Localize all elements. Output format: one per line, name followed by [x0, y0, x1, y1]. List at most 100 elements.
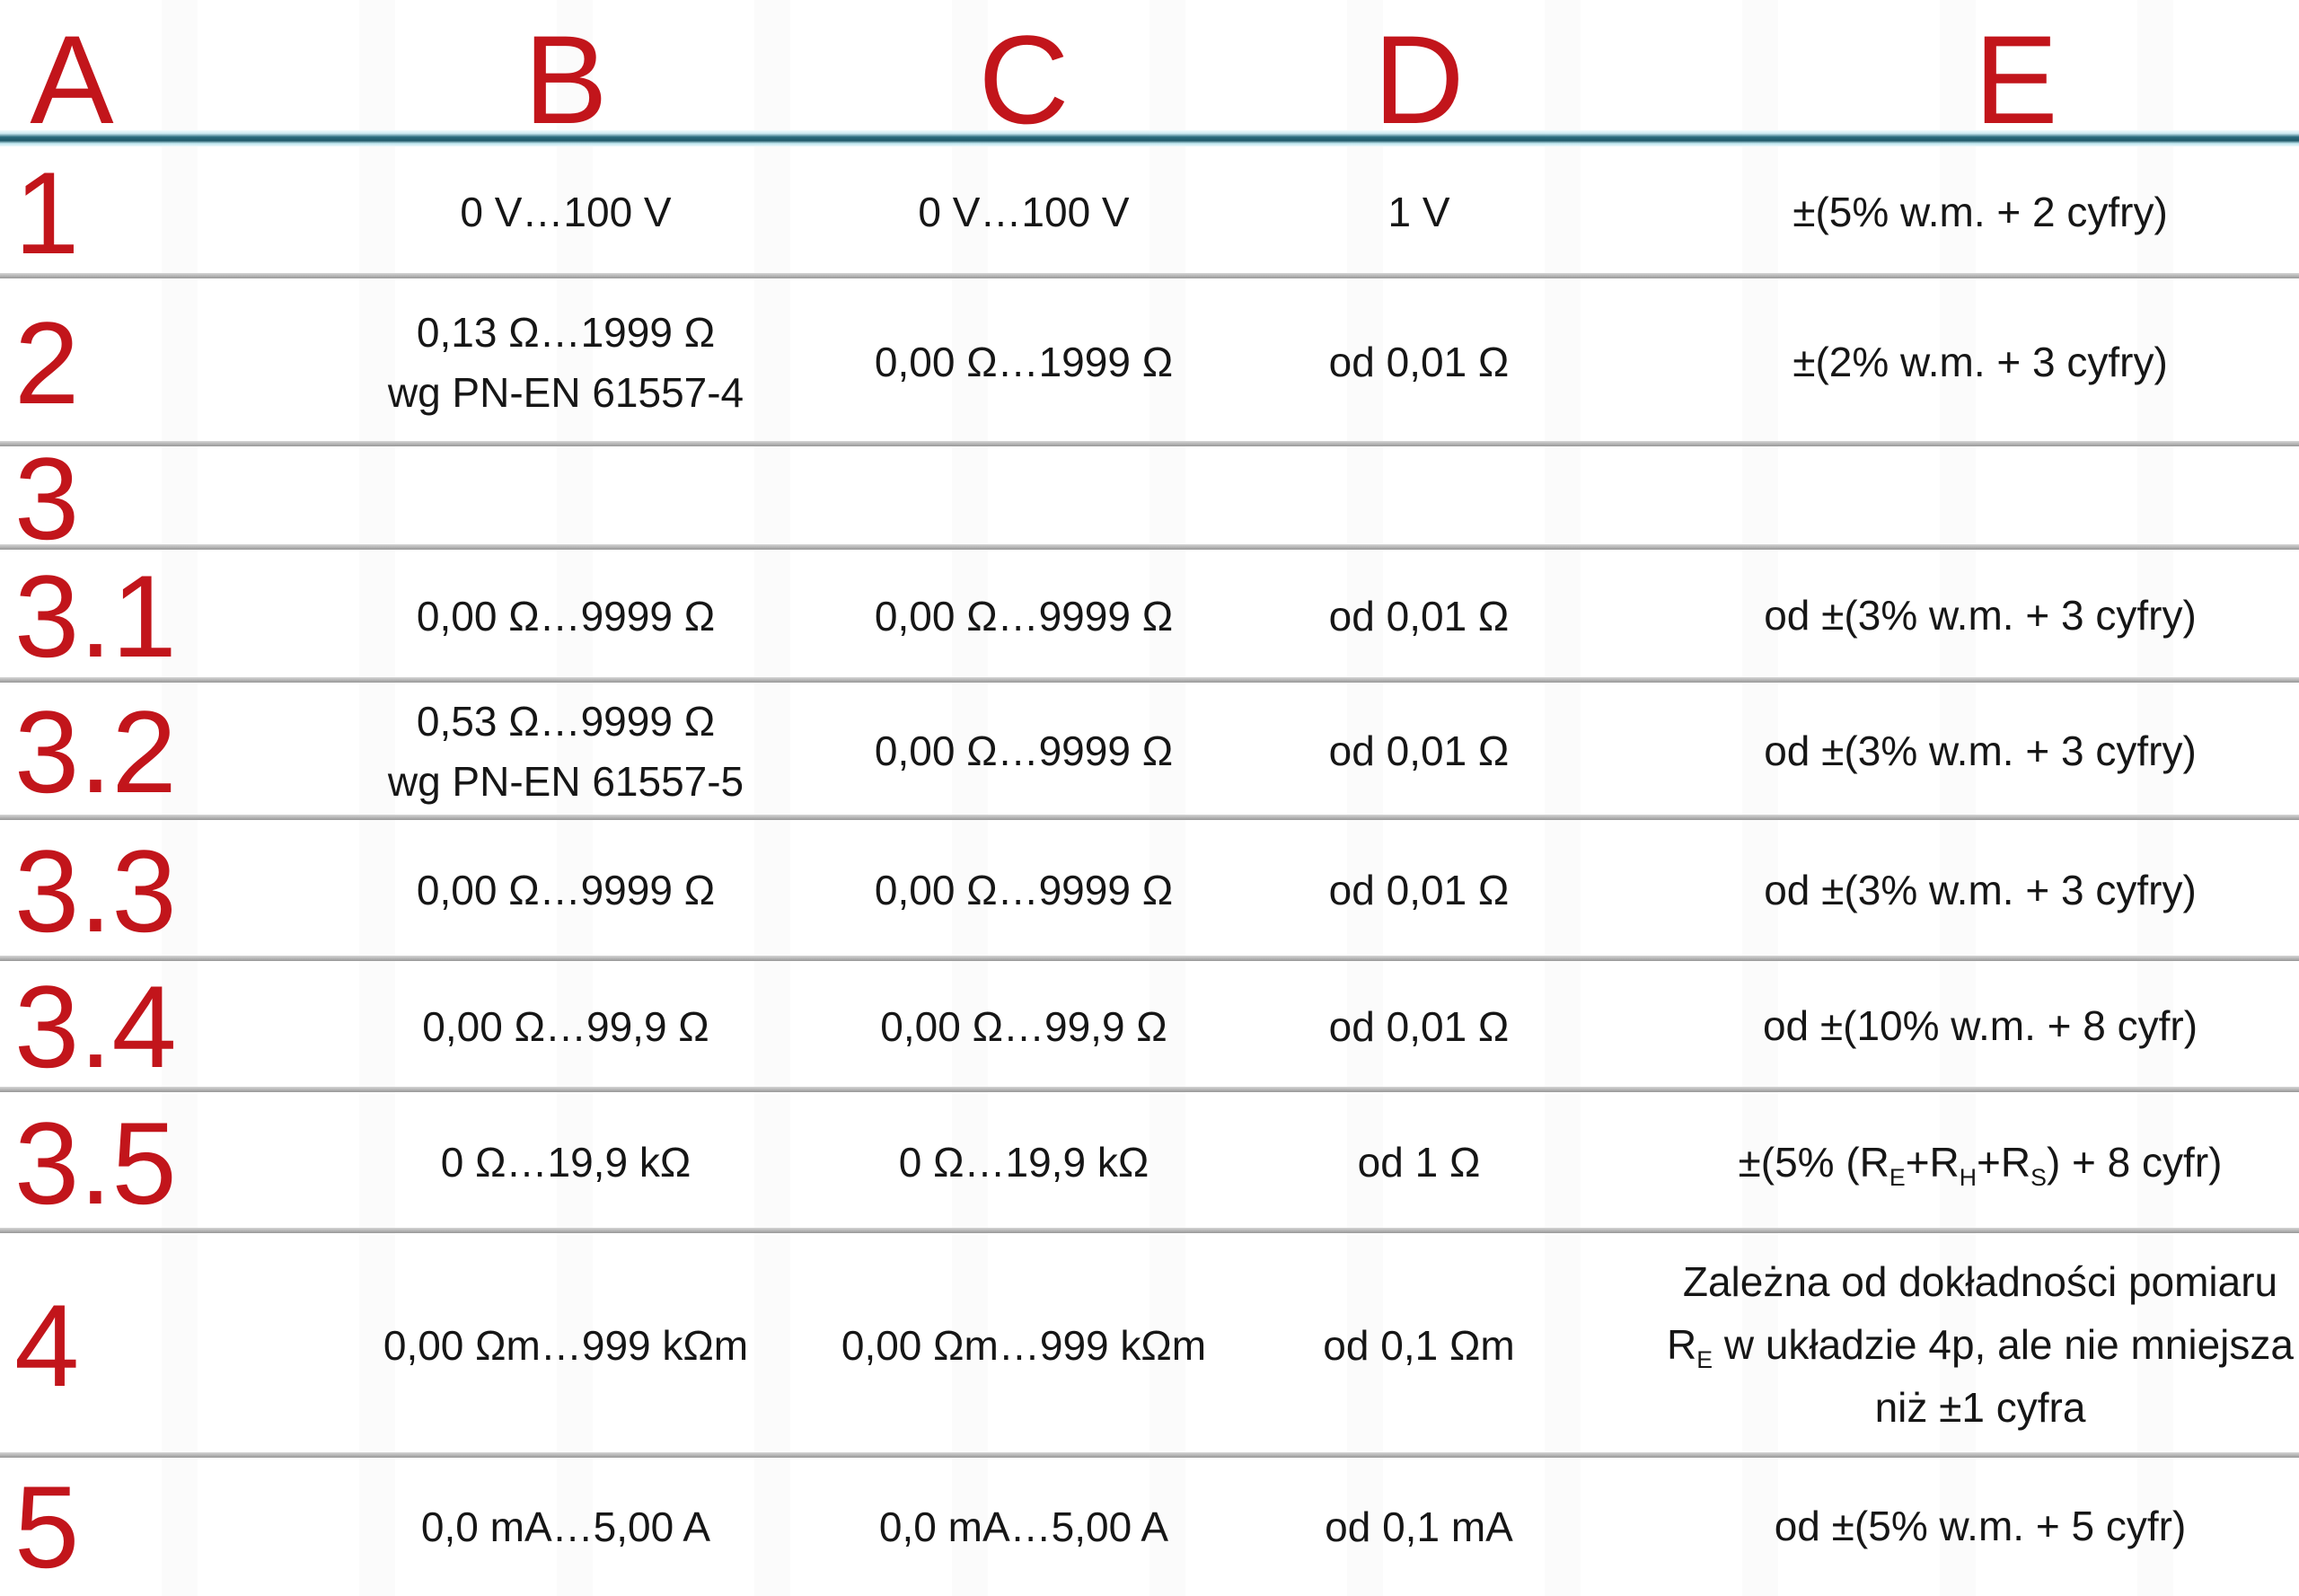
cell-line: 0 Ω…19,9 kΩ — [898, 1139, 1150, 1186]
cell-line: niż ±1 cyfra — [1874, 1383, 2086, 1431]
cell-line: 0 V…100 V — [460, 189, 672, 236]
cell-line: Zależna od dokładności pomiaru — [1682, 1258, 2278, 1306]
cell-line: wg PN-EN 61557-5 — [387, 757, 744, 805]
cell-line: wg PN-EN 61557-4 — [387, 368, 744, 416]
cell-range-c: 0 Ω…19,9 kΩ — [799, 1092, 1248, 1233]
row-number: 3.5 — [14, 1097, 177, 1229]
cell-line: 0,00 Ωm…999 kΩm — [383, 1321, 749, 1369]
cell-line: od 1 Ω — [1357, 1139, 1481, 1186]
table-row: 1 0 V…100 V 0 V…100 V 1 V ±(5% w.m. + 2 … — [0, 146, 2299, 278]
cell-resolution-d: od 0,01 Ω — [1248, 278, 1590, 446]
subscript: E — [1696, 1346, 1713, 1374]
cell-line: od 0,01 Ω — [1328, 727, 1510, 775]
cell-line: od 0,01 Ω — [1328, 592, 1510, 639]
cell-line: 0,00 Ω…1999 Ω — [874, 339, 1174, 386]
row-number: 3.3 — [14, 824, 177, 957]
cell-resolution-d: 1 V — [1248, 146, 1590, 278]
cell-range-c: 0,0 mA…5,00 A — [799, 1458, 1248, 1596]
row-number: 5 — [14, 1461, 80, 1592]
cell-line: od ±(3% w.m. + 3 cyfry) — [1764, 866, 2197, 913]
cell-line: od 0,01 Ω — [1328, 1002, 1510, 1050]
cell-line: 0 Ω…19,9 kΩ — [440, 1139, 691, 1186]
cell-range-c — [799, 446, 1248, 550]
row-number: 2 — [14, 296, 80, 428]
row-number: 3.1 — [14, 551, 177, 682]
cell-line: 0,00 Ω…9999 Ω — [416, 867, 716, 914]
cell-line: 0,00 Ω…99,9 Ω — [880, 1002, 1167, 1050]
table-body: 1 0 V…100 V 0 V…100 V 1 V ±(5% w.m. + 2 … — [0, 146, 2299, 1596]
column-header-b: B — [524, 8, 608, 150]
cell-resolution-d: od 0,01 Ω — [1248, 820, 1590, 961]
cell-line: 0,0 mA…5,00 A — [420, 1503, 711, 1550]
column-header-e: E — [1974, 8, 2058, 150]
cell-range-b: 0,0 mA…5,00 A — [341, 1458, 790, 1596]
table-row: 3.5 0 Ω…19,9 kΩ 0 Ω…19,9 kΩ od 1 Ω ±(5% … — [0, 1092, 2299, 1233]
header-divider — [0, 130, 2299, 146]
row-number: 3 — [14, 432, 80, 564]
cell-line: 0,13 Ω…1999 Ω — [416, 308, 716, 356]
cell-range-b — [341, 446, 790, 550]
cell-range-b: 0,00 Ω…9999 Ω — [341, 820, 790, 961]
cell-resolution-d: od 0,01 Ω — [1248, 961, 1590, 1092]
subscript: H — [1959, 1163, 1977, 1191]
subscript: E — [1889, 1163, 1906, 1191]
table-row: 3.1 0,00 Ω…9999 Ω 0,00 Ω…9999 Ω od 0,01 … — [0, 550, 2299, 683]
column-header-d: D — [1373, 8, 1465, 150]
cell-range-b: 0 Ω…19,9 kΩ — [341, 1092, 790, 1233]
table-row: 2 0,13 Ω…1999 Ω wg PN-EN 61557-4 0,00 Ω…1… — [0, 278, 2299, 446]
cell-line: 0,53 Ω…9999 Ω — [416, 697, 716, 745]
cell-range-c: 0,00 Ω…9999 Ω — [799, 683, 1248, 820]
cell-line: ±(5% (RE+RH+RS) + 8 cyfr) — [1738, 1138, 2223, 1191]
table-header-row: A B C D E — [0, 0, 2299, 146]
row-number: 3.2 — [14, 685, 177, 817]
cell-resolution-d: od 0,01 Ω — [1248, 683, 1590, 820]
cell-accuracy-e — [1661, 446, 2299, 550]
cell-resolution-d: od 0,1 mA — [1248, 1458, 1590, 1596]
cell-range-b: 0,00 Ω…9999 Ω — [341, 550, 790, 683]
cell-resolution-d: od 1 Ω — [1248, 1092, 1590, 1233]
cell-range-c: 0,00 Ωm…999 kΩm — [799, 1233, 1248, 1458]
cell-accuracy-e: ±(5% (RE+RH+RS) + 8 cyfr) — [1661, 1092, 2299, 1233]
cell-resolution-d: od 0,01 Ω — [1248, 550, 1590, 683]
row-number: 3.4 — [14, 961, 177, 1092]
cell-range-b: 0,13 Ω…1999 Ω wg PN-EN 61557-4 — [341, 278, 790, 446]
cell-line: 0 V…100 V — [918, 189, 1130, 236]
cell-line: 1 V — [1387, 189, 1450, 236]
cell-line: od 0,1 Ωm — [1323, 1321, 1515, 1369]
cell-line: RE w układzie 4p, ale nie mniejsza — [1667, 1321, 2294, 1374]
cell-range-c: 0,00 Ω…9999 Ω — [799, 820, 1248, 961]
cell-accuracy-e: ±(5% w.m. + 2 cyfry) — [1661, 146, 2299, 278]
cell-line: 0,0 mA…5,00 A — [878, 1503, 1169, 1550]
cell-line: od ±(3% w.m. + 3 cyfry) — [1764, 592, 2197, 639]
cell-line: 0,00 Ω…9999 Ω — [874, 727, 1174, 775]
cell-line: od 0,1 mA — [1325, 1503, 1513, 1550]
table-row: 3 — [0, 432, 2299, 564]
cell-line: 0,00 Ω…9999 Ω — [874, 867, 1174, 914]
cell-range-b: 0,00 Ω…99,9 Ω — [341, 961, 790, 1092]
cell-accuracy-e: ±(2% w.m. + 3 cyfry) — [1661, 278, 2299, 446]
table-row: 3.3 0,00 Ω…9999 Ω 0,00 Ω…9999 Ω od 0,01 … — [0, 820, 2299, 961]
row-number: 1 — [14, 146, 80, 278]
row-number: 4 — [14, 1280, 80, 1411]
cell-range-b: 0 V…100 V — [341, 146, 790, 278]
cell-range-c: 0,00 Ω…9999 Ω — [799, 550, 1248, 683]
column-header-c: C — [978, 8, 1070, 150]
cell-accuracy-e: od ±(10% w.m. + 8 cyfr) — [1661, 961, 2299, 1092]
cell-line: 0,00 Ωm…999 kΩm — [841, 1321, 1207, 1369]
cell-line: ±(5% w.m. + 2 cyfry) — [1793, 188, 2168, 235]
cell-accuracy-e: od ±(5% w.m. + 5 cyfr) — [1661, 1458, 2299, 1596]
cell-resolution-d: od 0,1 Ωm — [1248, 1233, 1590, 1458]
cell-line: od 0,01 Ω — [1328, 339, 1510, 386]
cell-range-c: 0 V…100 V — [799, 146, 1248, 278]
cell-range-c: 0,00 Ω…1999 Ω — [799, 278, 1248, 446]
cell-range-b: 0,53 Ω…9999 Ω wg PN-EN 61557-5 — [341, 683, 790, 820]
cell-line: 0,00 Ω…9999 Ω — [416, 592, 716, 639]
cell-line: od ±(3% w.m. + 3 cyfry) — [1764, 727, 2197, 774]
cell-accuracy-e: Zależna od dokładności pomiaru RE w układ… — [1661, 1233, 2299, 1458]
cell-line: od ±(5% w.m. + 5 cyfr) — [1774, 1503, 2187, 1550]
column-header-a: A — [30, 8, 114, 150]
cell-line: 0,00 Ω…9999 Ω — [874, 592, 1174, 639]
subscript: S — [2030, 1163, 2047, 1191]
cell-accuracy-e: od ±(3% w.m. + 3 cyfry) — [1661, 683, 2299, 820]
